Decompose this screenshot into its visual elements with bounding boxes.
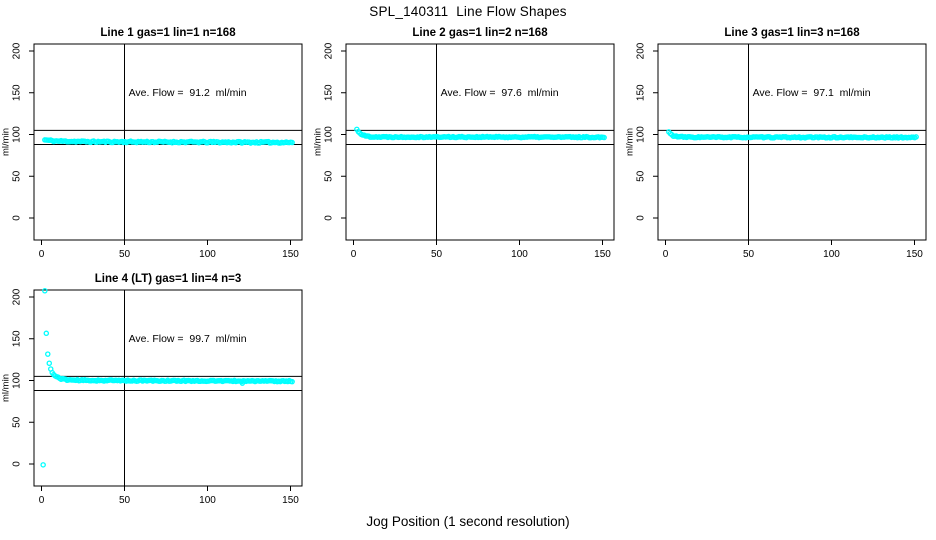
- y-tick-label: 0: [636, 215, 647, 221]
- x-tick-label: 150: [282, 249, 299, 260]
- x-tick-label: 150: [282, 495, 299, 506]
- outlier-point: [239, 380, 246, 386]
- ave-flow-annotation: Ave. Flow = 91.2 ml/min: [129, 87, 247, 99]
- outlier-point: [40, 462, 46, 468]
- x-tick-label: 150: [594, 249, 611, 260]
- y-tick-label: 200: [12, 288, 23, 305]
- x-tick-label: 0: [39, 495, 45, 506]
- data-point: [43, 330, 50, 337]
- panel-line-3: Line 3 gas=1 lin=3 n=168 0 50 100 150 200 ml/m…: [625, 27, 927, 260]
- plot-box: [657, 43, 927, 241]
- x-tick-label: 100: [199, 249, 216, 260]
- x-tick-label: 50: [743, 249, 755, 260]
- panel-title: Line 2 gas=1 lin=2 n=168: [412, 27, 548, 39]
- x-tick-label: 0: [351, 249, 357, 260]
- ave-flow-annotation: Ave. Flow = 97.1 ml/min: [753, 87, 871, 99]
- y-tick-label: 0: [12, 215, 23, 221]
- data-point: [45, 351, 51, 357]
- y-tick-label: 200: [12, 42, 23, 59]
- x-tick-label: 100: [199, 495, 216, 506]
- x-tick-label: 50: [431, 249, 443, 260]
- plot-box: [33, 43, 303, 241]
- y-tick-label: 150: [324, 84, 335, 101]
- data-point: [46, 360, 53, 367]
- y-axis-title: ml/min: [1, 374, 12, 402]
- y-tick-label: 100: [12, 126, 23, 143]
- plot-box: [33, 289, 303, 487]
- panel-line-2: Line 2 gas=1 lin=2 n=168 0 50 100 150 200 ml/m…: [313, 27, 615, 260]
- y-tick-label: 0: [12, 461, 23, 467]
- panel-line-4: Line 4 (LT) gas=1 lin=4 n=3 0 50 100 150 200 m…: [1, 273, 303, 506]
- y-tick-label: 0: [324, 215, 335, 221]
- panel-title: Line 1 gas=1 lin=1 n=168: [100, 27, 236, 39]
- data-point: [42, 288, 48, 294]
- data-point: [289, 139, 295, 146]
- y-axis-title: ml/min: [625, 128, 636, 156]
- panel-line-1: Line 1 gas=1 lin=1 n=168 0 50 100 150 200 ml/m…: [1, 27, 303, 260]
- y-tick-label: 200: [324, 42, 335, 59]
- y-tick-label: 100: [636, 126, 647, 143]
- x-tick-label: 100: [511, 249, 528, 260]
- y-tick-label: 50: [12, 416, 23, 428]
- x-tick-label: 0: [663, 249, 669, 260]
- x-tick-label: 50: [119, 249, 131, 260]
- panel-title: Line 3 gas=1 lin=3 n=168: [724, 27, 860, 39]
- data-point: [601, 134, 607, 141]
- ave-flow-annotation: Ave. Flow = 97.6 ml/min: [441, 87, 559, 99]
- y-tick-label: 50: [636, 170, 647, 182]
- panel-title: Line 4 (LT) gas=1 lin=4 n=3: [95, 273, 241, 285]
- x-tick-label: 0: [39, 249, 45, 260]
- y-tick-label: 150: [636, 84, 647, 101]
- x-tick-label: 50: [119, 495, 131, 506]
- y-tick-label: 200: [636, 42, 647, 59]
- figure-title: SPL_140311 Line Flow Shapes: [369, 4, 567, 19]
- x-tick-label: 150: [906, 249, 923, 260]
- y-tick-label: 100: [12, 372, 23, 389]
- y-tick-label: 100: [324, 126, 335, 143]
- ave-flow-annotation: Ave. Flow = 99.7 ml/min: [129, 333, 247, 345]
- y-tick-label: 150: [12, 330, 23, 347]
- y-tick-label: 50: [324, 170, 335, 182]
- y-axis-title: ml/min: [313, 128, 324, 156]
- data-point: [913, 134, 919, 140]
- y-tick-label: 150: [12, 84, 23, 101]
- plot-box: [345, 43, 615, 241]
- data-point: [289, 378, 295, 385]
- y-axis-title: ml/min: [1, 128, 12, 156]
- y-tick-label: 50: [12, 170, 23, 182]
- figure-xlabel: Jog Position (1 second resolution): [366, 514, 570, 529]
- x-tick-label: 100: [823, 249, 840, 260]
